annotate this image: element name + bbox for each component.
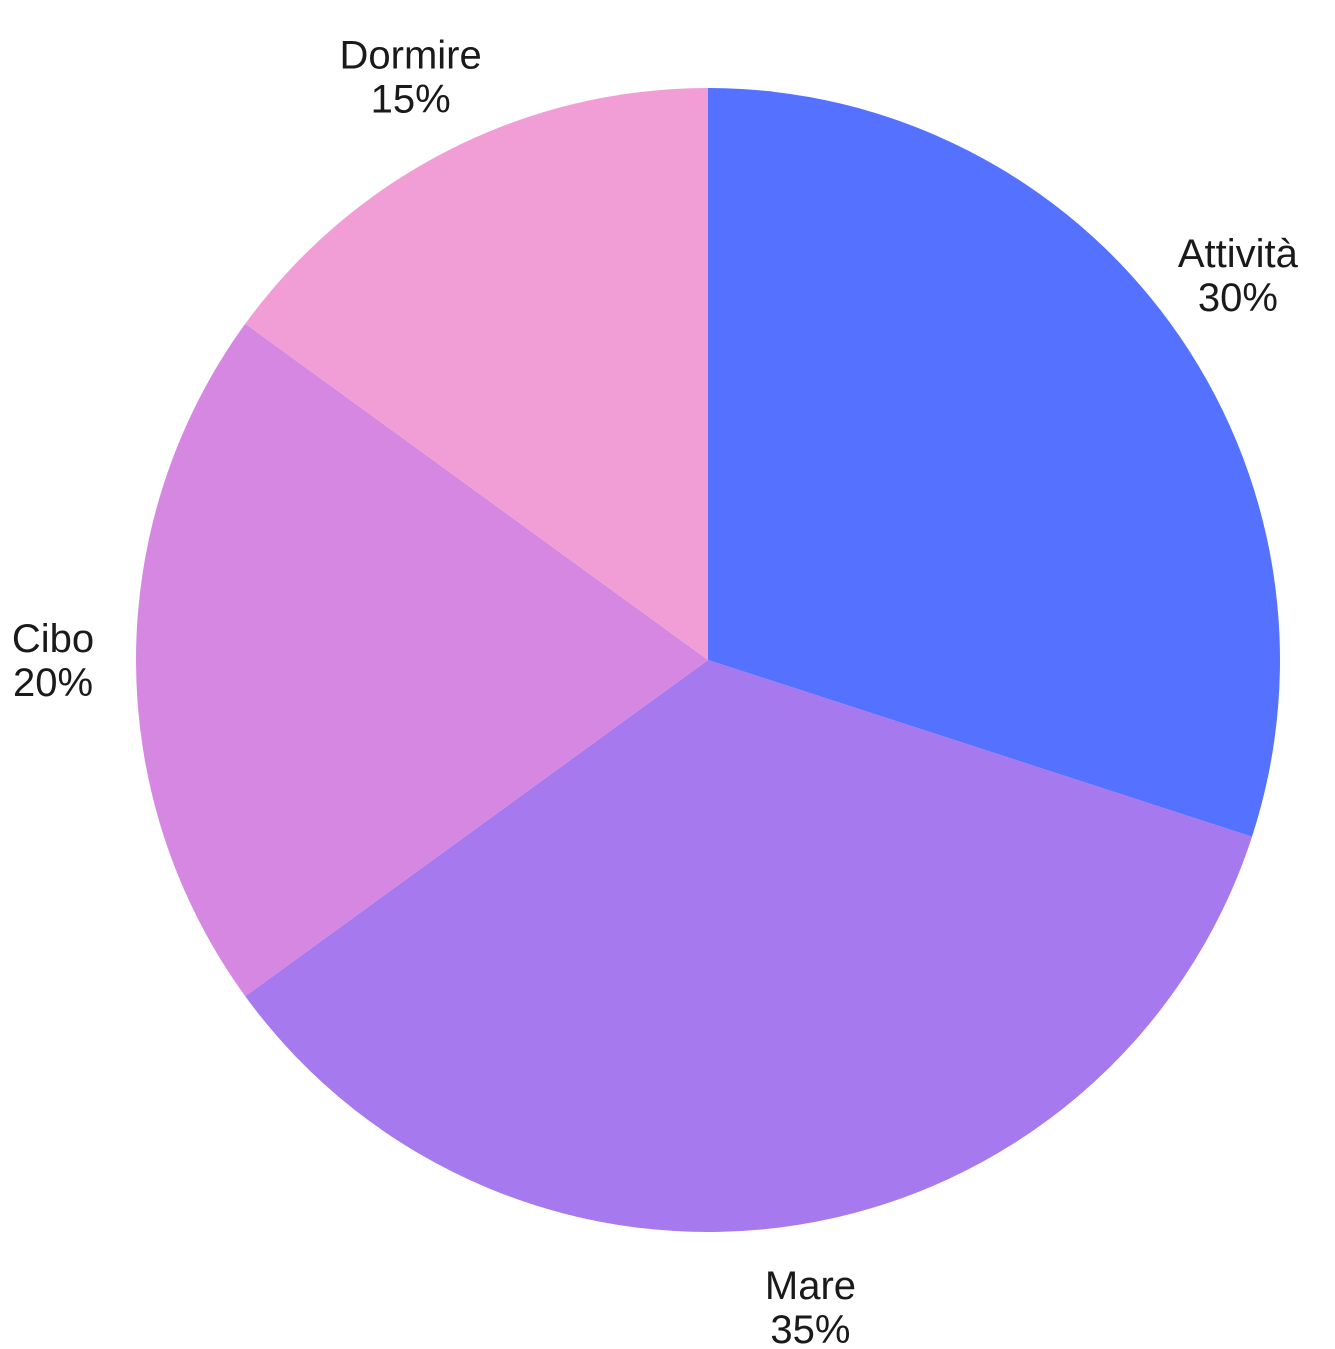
slice-name-label: Dormire xyxy=(340,33,482,77)
pie-slices xyxy=(135,88,1280,1232)
slice-name-label: Cibo xyxy=(12,617,94,661)
slice-percent-label: 15% xyxy=(371,77,451,121)
pie-slice-dormire xyxy=(245,88,708,660)
slice-percent-label: 35% xyxy=(770,1308,850,1349)
slice-percent-label: 20% xyxy=(13,661,93,705)
pie-slice-attivita xyxy=(708,88,1280,837)
slice-name-label: Mare xyxy=(765,1264,856,1308)
pie-slice-mare xyxy=(245,660,1253,1232)
slice-percent-label: 30% xyxy=(1198,276,1278,320)
slice-name-label: Attività xyxy=(1178,232,1299,276)
pie-slice-cibo xyxy=(135,323,708,997)
